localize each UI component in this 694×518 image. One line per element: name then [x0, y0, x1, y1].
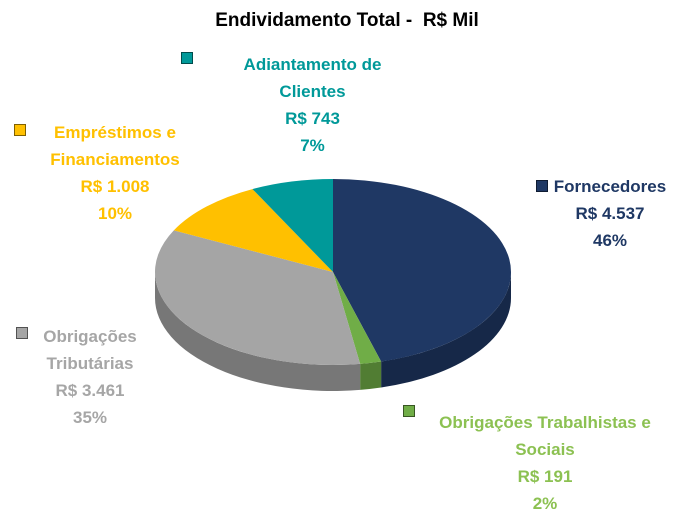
legend-marker [403, 405, 415, 417]
data-label: Empréstimos e Financiamentos R$ 1.008 10% [40, 119, 190, 227]
value-label: R$ 3.461 [55, 381, 125, 400]
percent-label: 35% [72, 408, 108, 427]
category-label: Obrigações Tributárias [43, 327, 137, 373]
value-label: R$ 743 [285, 109, 340, 128]
data-label: Obrigações Trabalhistas e Sociais R$ 191 2… [420, 409, 670, 517]
legend-marker [181, 52, 193, 64]
slice-side [381, 272, 511, 388]
legend-marker [16, 327, 28, 339]
category-label: Adiantamento de Clientes [243, 55, 382, 101]
percent-label: 2% [532, 494, 558, 513]
data-label: Obrigações Tributárias R$ 3.461 35% [10, 323, 170, 431]
category-label: Empréstimos e Financiamentos [50, 123, 180, 169]
slice-side [360, 361, 382, 390]
legend-marker [536, 180, 548, 192]
percent-label: 46% [592, 231, 628, 250]
value-label: R$ 191 [517, 467, 573, 486]
data-label: Fornecedores R$ 4.537 46% [530, 173, 690, 254]
value-label: R$ 1.008 [80, 177, 150, 196]
category-label: Fornecedores [553, 177, 667, 196]
legend-marker [14, 124, 26, 136]
slice [252, 179, 333, 272]
slice [333, 272, 382, 364]
data-label: Adiantamento de Clientes R$ 743 7% [215, 51, 410, 159]
slice [173, 189, 333, 272]
percent-label: 10% [97, 204, 133, 223]
slice-side [155, 272, 361, 391]
chart-title: Endividamento Total - R$ Mil [215, 10, 479, 31]
slice [333, 179, 512, 362]
percent-label: 7% [300, 136, 325, 155]
value-label: R$ 4.537 [575, 204, 645, 223]
slice [155, 230, 361, 365]
category-label: Obrigações Trabalhistas e Sociais [439, 413, 651, 459]
